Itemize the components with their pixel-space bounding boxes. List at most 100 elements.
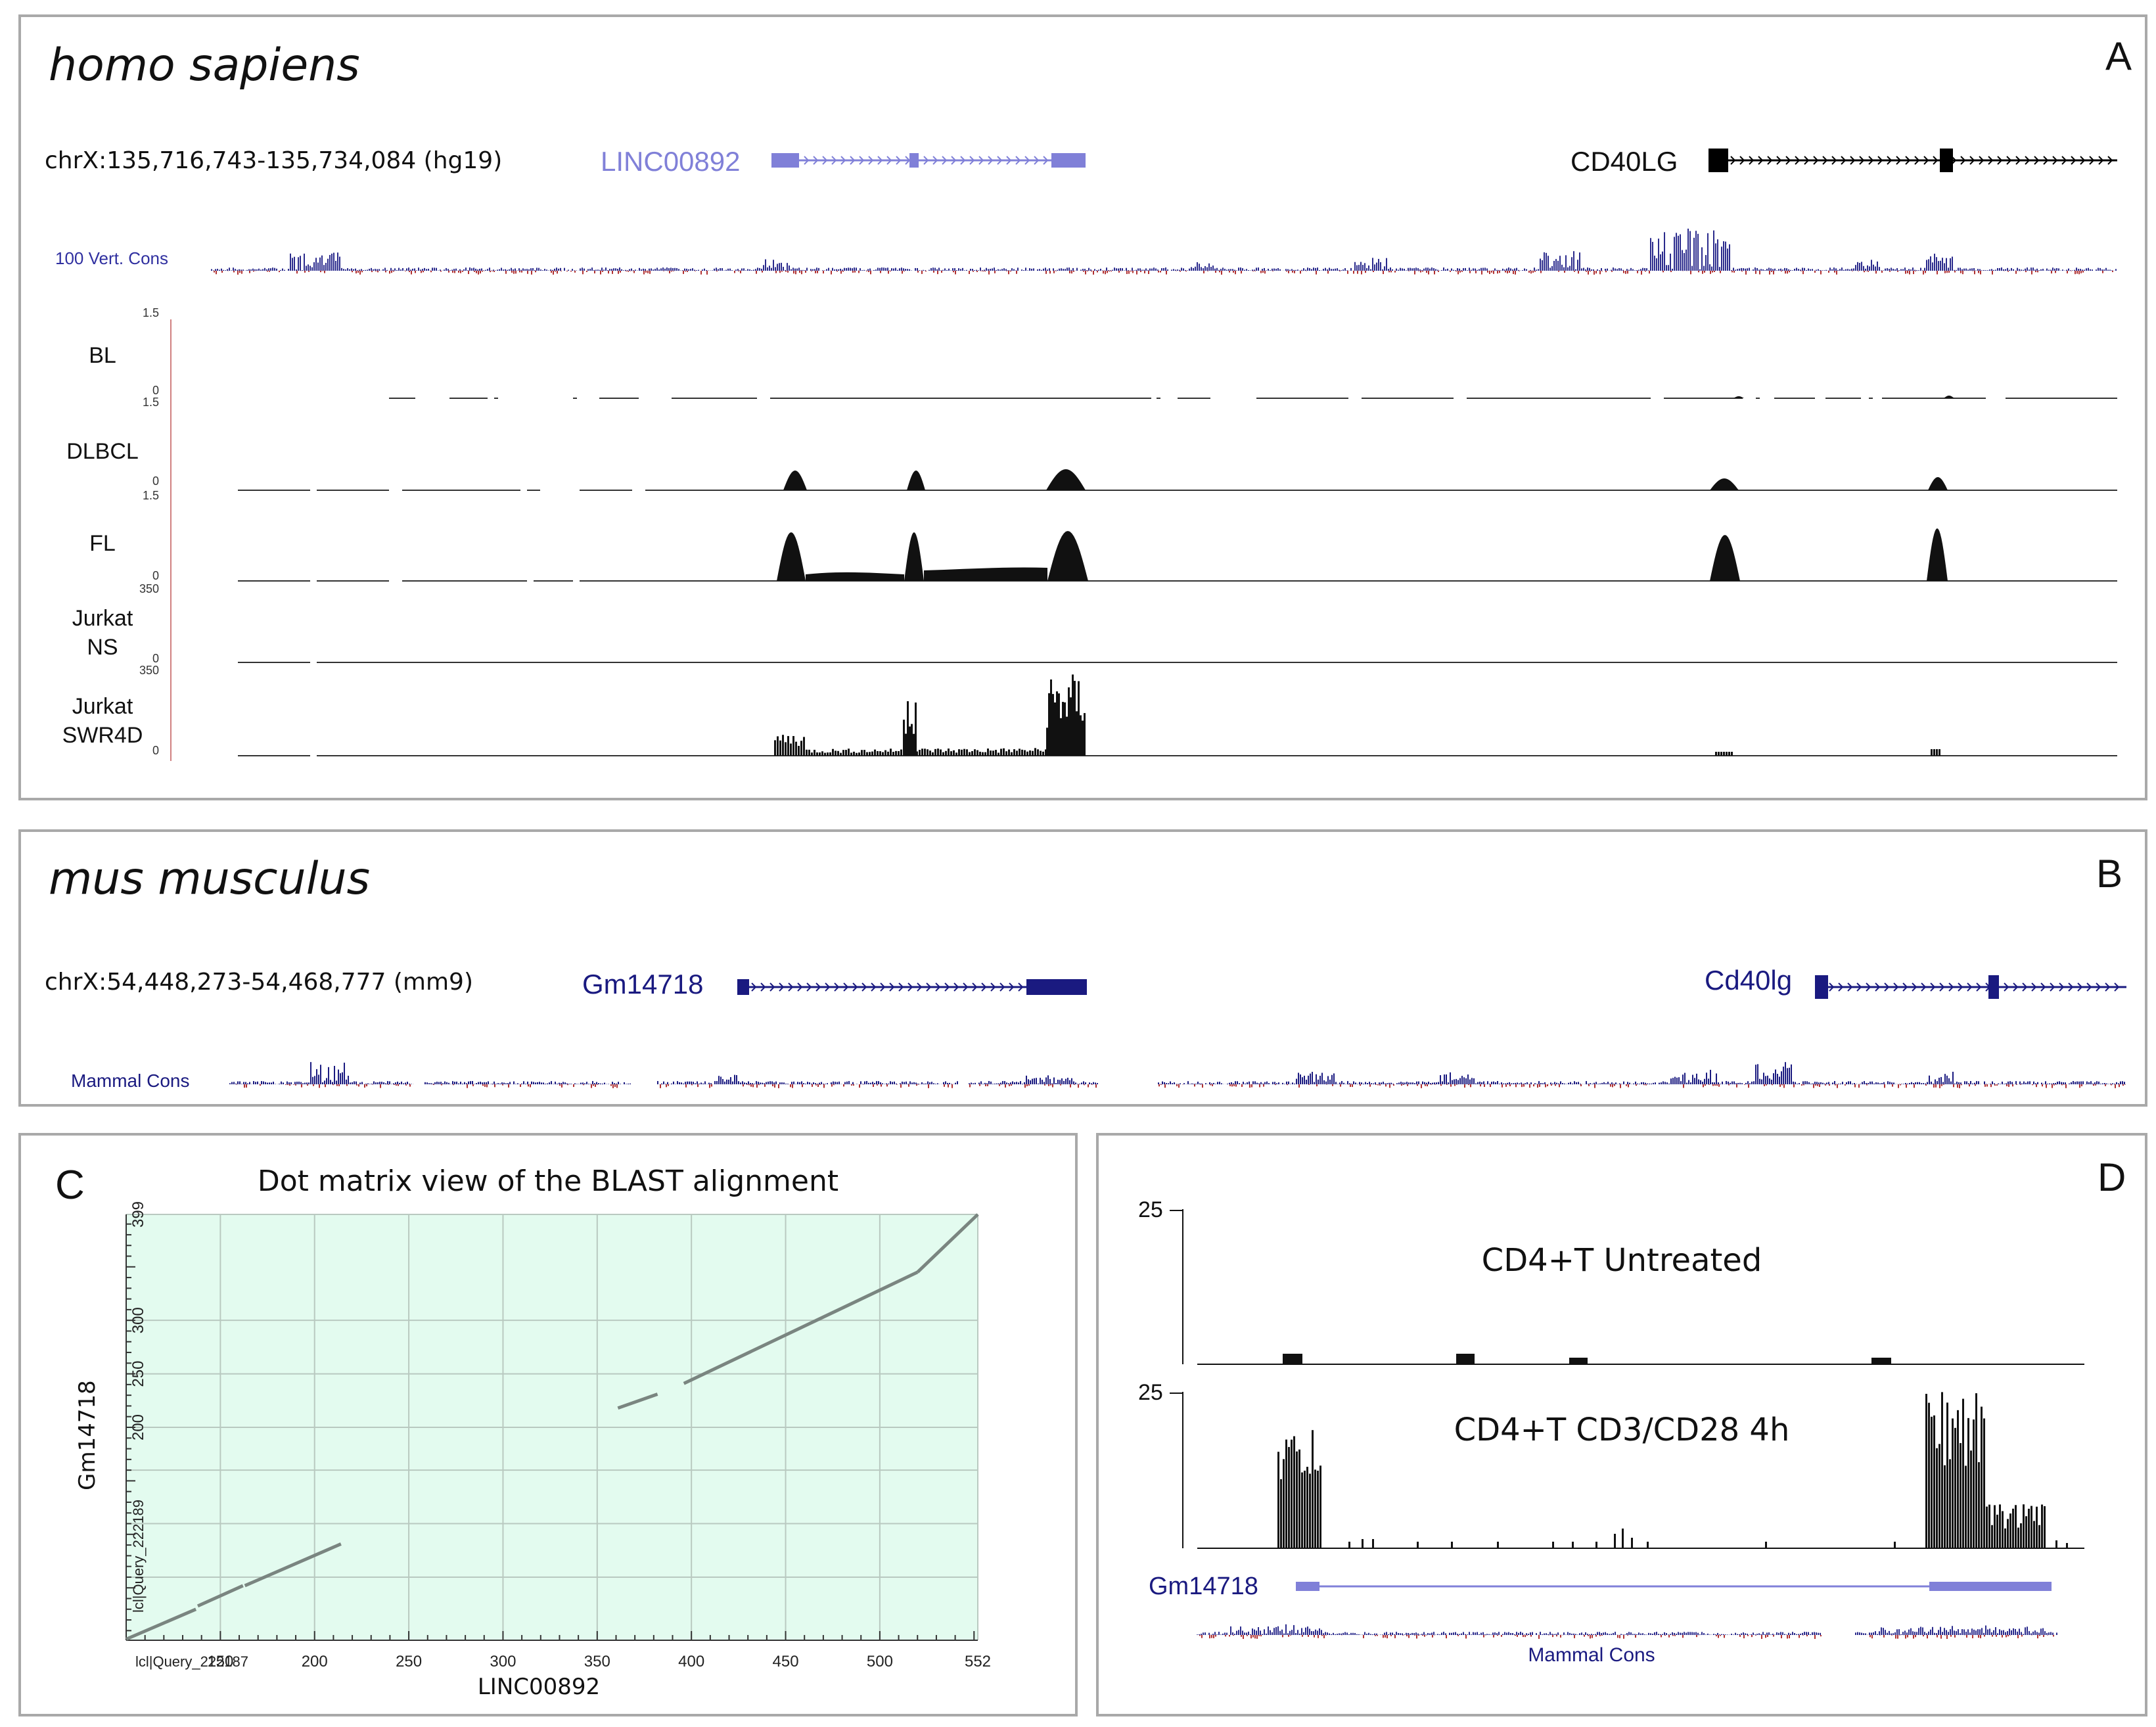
signal-bar — [1034, 748, 1036, 756]
strand-arrow — [2050, 982, 2055, 992]
conservation-label-mouse: Mammal Cons — [71, 1071, 189, 1091]
strand-arrow — [1921, 982, 1927, 992]
strand-arrow — [944, 982, 950, 992]
exon-block — [1815, 975, 1828, 999]
signal-bar — [953, 750, 955, 756]
signal-bar — [1084, 713, 1086, 756]
strand-arrow — [2068, 982, 2074, 992]
panel-b-svg: mus musculus B chrX:54,448,273-54,468,77… — [45, 852, 2126, 1091]
strand-arrow — [932, 156, 938, 165]
signal-bar — [1013, 749, 1015, 756]
strand-arrow — [2107, 156, 2113, 165]
conservation-track-d — [1197, 1624, 2057, 1639]
signal-bar — [927, 749, 929, 756]
strand-arrow — [1776, 156, 1782, 165]
signal-bar — [2055, 1540, 2057, 1548]
signal-bar — [816, 752, 818, 756]
strand-arrow — [935, 982, 941, 992]
signal-bar — [890, 748, 892, 756]
strand-arrow — [917, 982, 923, 992]
signal-bar — [1298, 1449, 1300, 1548]
signal-bar — [1054, 702, 1056, 756]
signal-bar — [1372, 1539, 1374, 1548]
strand-arrow — [2034, 156, 2040, 165]
signal-bar — [1978, 1462, 1980, 1548]
panel-c-title: Dot matrix view of the BLAST alignment — [258, 1164, 838, 1198]
signal-peak — [907, 471, 925, 490]
signal-peak — [1733, 396, 1744, 398]
signal-bar — [1058, 693, 1060, 756]
signal-peak — [1047, 531, 1088, 581]
signal-bar — [1765, 1542, 1767, 1548]
signal-bar — [1056, 691, 1058, 756]
signal-bar — [905, 733, 907, 756]
conservation-track — [211, 228, 2117, 275]
gene-model-linc00892 — [771, 153, 1086, 168]
signal-bar — [808, 749, 810, 756]
strand-arrow — [1930, 982, 1936, 992]
strand-arrow — [813, 156, 819, 165]
signal-bar — [1981, 1406, 1983, 1548]
signal-bar — [1718, 752, 1720, 756]
strand-arrow — [822, 156, 828, 165]
signal-bar — [1301, 1472, 1303, 1548]
signal-bar — [913, 733, 915, 756]
signal-bar — [990, 750, 992, 756]
signal-bar — [1614, 1534, 1616, 1548]
gene-model-gm14718-d — [1296, 1582, 2052, 1591]
strand-arrow — [1914, 156, 1920, 165]
signal-bar — [1994, 1505, 1996, 1548]
signal-bar — [1048, 693, 1050, 756]
signal-bar — [948, 748, 950, 756]
strand-arrow — [951, 156, 957, 165]
x-tick-label: 500 — [867, 1653, 893, 1670]
strand-arrow — [2077, 982, 2083, 992]
signal-bar — [1928, 1402, 1930, 1548]
track-label-jurkat-swr4d-1: Jurkat — [72, 694, 133, 719]
strand-arrow — [1893, 982, 1899, 992]
strand-arrow — [1009, 982, 1015, 992]
signal-bar — [853, 751, 855, 756]
track1-scale: 25 — [1138, 1197, 1163, 1222]
signal-bar — [2012, 1508, 2014, 1548]
signal-bar — [1944, 1465, 1946, 1548]
signal-bar — [1319, 1465, 1321, 1548]
strand-arrow — [1006, 156, 1012, 165]
signal-bar — [1317, 1470, 1319, 1548]
signal-bar — [950, 751, 952, 756]
signal-bar — [934, 748, 936, 756]
signal-bar — [1954, 1427, 1956, 1548]
signal-bar — [1731, 752, 1733, 756]
signal-bar — [1074, 681, 1076, 756]
signal-bar — [1283, 1354, 1302, 1364]
signal-bar — [982, 752, 984, 756]
signal-bar — [1296, 1451, 1298, 1548]
signal-bar — [971, 751, 973, 756]
alignment-segment — [126, 1607, 197, 1641]
signal-bar — [779, 740, 781, 756]
conservation-label-d: Mammal Cons — [1528, 1644, 1655, 1666]
panel-b-species: mus musculus — [49, 853, 370, 905]
exon-block — [1988, 975, 1999, 999]
signal-bar — [842, 750, 844, 756]
signal-bar — [774, 740, 776, 756]
strand-arrow — [896, 156, 902, 165]
signal-bar — [1026, 751, 1028, 756]
signal-bar — [1362, 1539, 1364, 1548]
strand-arrow — [1831, 156, 1837, 165]
signal-peak — [1710, 478, 1739, 490]
signal-bar — [1060, 718, 1062, 756]
signal-bar — [932, 752, 934, 756]
track-bl: BL 1.5 0 — [89, 306, 2117, 399]
signal-bar — [979, 751, 981, 756]
signal-bar — [1021, 749, 1023, 756]
signal-bar — [1293, 1436, 1295, 1548]
signal-bar — [835, 750, 837, 756]
track-dlbcl: DLBCL 1.5 0 — [66, 396, 2117, 491]
signal-bar — [1288, 1446, 1290, 1548]
signal-bar — [1291, 1439, 1293, 1548]
strand-arrow — [2114, 982, 2120, 992]
signal-bar — [1894, 1542, 1896, 1548]
signal-bar — [1936, 749, 1938, 756]
strand-arrow — [760, 982, 766, 992]
